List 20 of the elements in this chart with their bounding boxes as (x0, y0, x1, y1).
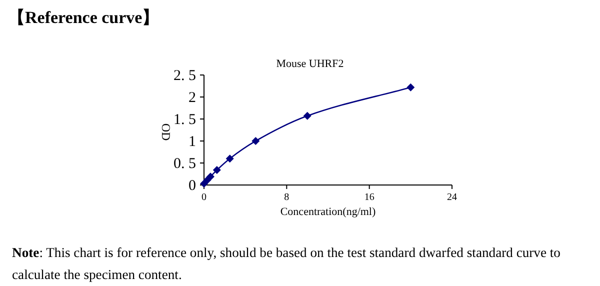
y-tick-label: 2. 5 (174, 68, 196, 84)
text: Note: This chart is for reference only, should be based on the test standard dwarfed standard curve to calculate the specimen content. (12, 245, 560, 282)
point (252, 137, 260, 145)
x-tick-label: 0 (202, 192, 206, 203)
point (226, 154, 234, 163)
y-axis-title: OD (159, 123, 173, 141)
point (406, 83, 415, 92)
point (212, 166, 221, 174)
x-tick-label: 24 (447, 192, 457, 203)
x-axis-title: Concentration(ng/ml) (280, 206, 376, 218)
y-tick-label: 1. 5 (174, 112, 196, 128)
chart-subtitle: Mouse UHRF2 (276, 58, 344, 70)
x-tick-label: 8 (284, 192, 290, 203)
y-tick-label: 2 (188, 90, 196, 106)
x-tick-label: 16 (364, 192, 374, 203)
point (206, 172, 214, 181)
y-tick-label: 0. 5 (174, 156, 196, 172)
point (303, 112, 312, 120)
chart-title: 【Reference curve】 (8, 7, 160, 29)
y-tick-label: 1 (188, 134, 196, 150)
